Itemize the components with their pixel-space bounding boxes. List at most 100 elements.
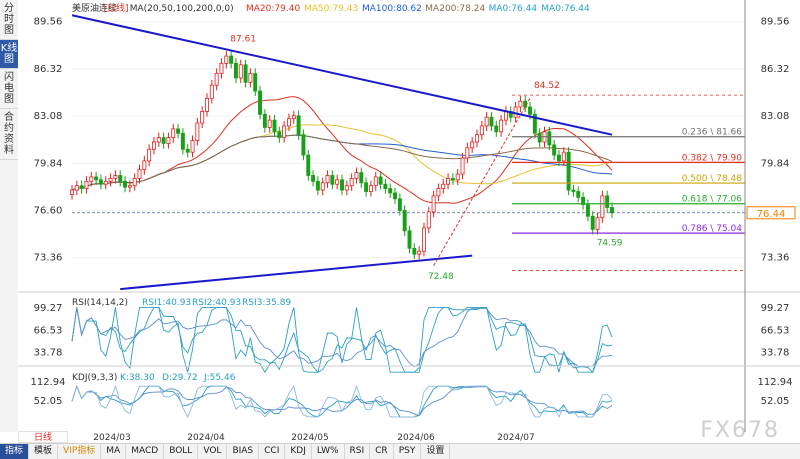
kdj-line-k bbox=[71, 384, 613, 418]
side-tab-2[interactable]: 闪电图 bbox=[0, 69, 18, 109]
candle bbox=[330, 170, 335, 190]
price-annotation: 84.52 bbox=[534, 81, 560, 91]
candle bbox=[79, 180, 84, 194]
price-annotation: 72.48 bbox=[428, 272, 454, 282]
candle bbox=[258, 85, 263, 120]
chart-header: 美原油连续[日线] MA(20,50,100,200,0,0) MA20:79.40… bbox=[72, 2, 590, 14]
candle bbox=[70, 184, 74, 200]
candle bbox=[397, 193, 402, 216]
candle bbox=[450, 173, 455, 185]
fib-anchor-line bbox=[433, 98, 531, 267]
candle bbox=[243, 59, 248, 88]
indicator-tab-1[interactable]: 模板 bbox=[29, 444, 59, 459]
candle bbox=[479, 120, 484, 140]
candle bbox=[291, 110, 296, 124]
kdj-d: D:29.72 bbox=[162, 373, 198, 383]
rsi-tick-left: 33.78 bbox=[34, 348, 63, 359]
candle bbox=[137, 164, 142, 184]
candle bbox=[248, 68, 253, 88]
indicator-tab-4[interactable]: MACD bbox=[126, 444, 165, 459]
rsi-line-2 bbox=[71, 306, 613, 373]
candle bbox=[315, 176, 320, 196]
moving-averages bbox=[71, 96, 613, 204]
indicator-tab-0[interactable]: 指标 bbox=[0, 444, 30, 459]
header-ma20: MA20:79.40 bbox=[246, 4, 300, 14]
time-label: 2024/07 bbox=[497, 433, 534, 443]
chart-grid bbox=[18, 21, 800, 293]
trend-line-1[interactable] bbox=[120, 254, 473, 291]
side-tab-0[interactable]: 分时图 bbox=[0, 0, 18, 40]
price-tick-left: 86.32 bbox=[34, 64, 63, 75]
candle bbox=[470, 136, 475, 153]
fib-label: 0.382 \ 79.90 bbox=[682, 153, 743, 163]
kdj-tick-right: 52.05 bbox=[761, 396, 790, 407]
candle bbox=[127, 180, 132, 193]
candle bbox=[301, 129, 306, 161]
trend-line-0[interactable] bbox=[71, 14, 613, 136]
candle bbox=[166, 132, 171, 149]
rsi-tick-right: 66.53 bbox=[761, 325, 790, 336]
fib-levels: 0.236 \ 81.66 0.382 \ 79.90 0.500 \ 78.48 0… bbox=[512, 94, 745, 271]
rsi-tick-left: 66.53 bbox=[34, 325, 63, 336]
indicator-tab-9[interactable]: KDJ bbox=[285, 444, 312, 459]
indicator-tab-6[interactable]: VOL bbox=[198, 444, 228, 459]
candle bbox=[552, 139, 557, 161]
indicator-tab-12[interactable]: CR bbox=[370, 444, 394, 459]
candle bbox=[388, 183, 393, 199]
kdj-line-j bbox=[71, 384, 613, 418]
rsi-tick-right: 99.27 bbox=[761, 303, 790, 314]
price-tick-right: 89.56 bbox=[761, 17, 790, 28]
candle bbox=[320, 177, 325, 196]
candle bbox=[180, 128, 185, 155]
candle bbox=[426, 206, 431, 234]
indicator-tab-14[interactable]: 设置 bbox=[421, 444, 451, 459]
candle bbox=[113, 170, 118, 184]
indicator-tab-8[interactable]: CCI bbox=[259, 444, 286, 459]
candle bbox=[253, 68, 258, 97]
candle bbox=[421, 222, 426, 257]
candle bbox=[190, 135, 195, 158]
kdj-tick-left: 52.05 bbox=[34, 396, 63, 407]
indicator-tab-11[interactable]: RSI bbox=[345, 444, 371, 459]
period-button[interactable]: 日线 bbox=[18, 431, 68, 443]
indicator-tab-2[interactable]: VIP指标 bbox=[58, 444, 102, 459]
candle bbox=[89, 171, 94, 187]
candle bbox=[296, 110, 301, 140]
price-tick-right: 86.32 bbox=[761, 64, 790, 75]
candle bbox=[378, 171, 383, 190]
candle bbox=[151, 136, 156, 155]
candle bbox=[537, 128, 542, 148]
candle bbox=[103, 176, 108, 190]
indicator-tabs: 指标 模板 VIP指标 MA MACD BOLL VOL BIAS CCI KDJ LW% RSI CR… bbox=[0, 443, 800, 459]
indicator-tab-7[interactable]: BIAS bbox=[227, 444, 260, 459]
candle bbox=[262, 109, 267, 133]
price-tick-right: 79.84 bbox=[761, 158, 790, 169]
candle bbox=[489, 112, 494, 132]
fib-label: 0.500 \ 78.48 bbox=[682, 174, 743, 184]
rsi-3: RSI3:35.89 bbox=[242, 298, 291, 308]
indicator-tab-5[interactable]: BOLL bbox=[164, 444, 199, 459]
indicator-tab-3[interactable]: MA bbox=[101, 444, 127, 459]
watermark: FX678 bbox=[700, 418, 780, 443]
header-ma0a: MA0:76.44 bbox=[489, 4, 538, 14]
side-tab-3[interactable]: 合约资料 bbox=[0, 109, 18, 160]
time-label: 2024/04 bbox=[187, 433, 225, 443]
side-tab-1[interactable]: K线图 bbox=[0, 40, 18, 69]
fib-label: 0.236 \ 81.66 bbox=[682, 128, 743, 138]
candle bbox=[118, 170, 123, 187]
candle bbox=[161, 132, 166, 149]
indicator-tab-10[interactable]: LW% bbox=[312, 444, 345, 459]
candle bbox=[494, 120, 499, 137]
candle bbox=[475, 129, 479, 148]
candle bbox=[407, 225, 412, 254]
kdj-k: K:38.30 bbox=[120, 373, 155, 383]
candle bbox=[460, 152, 465, 180]
ma200-line bbox=[71, 134, 613, 191]
candle bbox=[518, 96, 523, 113]
candle bbox=[446, 173, 451, 190]
candle bbox=[547, 126, 552, 150]
indicator-tab-13[interactable]: PSY bbox=[394, 444, 422, 459]
candle bbox=[224, 50, 229, 69]
candle bbox=[436, 183, 441, 201]
